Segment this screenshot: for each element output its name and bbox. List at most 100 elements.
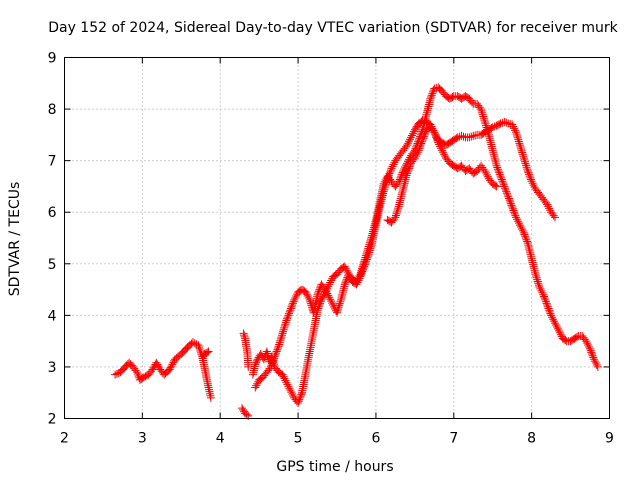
data-point	[267, 361, 276, 370]
data-point	[514, 219, 523, 228]
data-point	[296, 392, 305, 401]
plot-frame	[64, 57, 610, 419]
data-point	[325, 280, 334, 289]
data-point	[512, 128, 521, 137]
data-point	[418, 136, 427, 145]
data-point	[288, 390, 297, 399]
data-point	[277, 331, 286, 340]
data-point	[545, 204, 554, 213]
data-point	[358, 264, 367, 273]
data-point	[301, 288, 310, 297]
data-point	[287, 302, 296, 311]
data-point	[495, 120, 504, 129]
data-point	[475, 103, 484, 112]
data-point	[398, 168, 407, 177]
data-point	[306, 297, 315, 306]
data-point	[131, 366, 140, 375]
data-point	[491, 181, 500, 190]
data-point	[492, 161, 501, 170]
data-point	[294, 397, 303, 406]
data-point	[494, 166, 503, 175]
data-point	[272, 349, 281, 358]
data-point	[514, 137, 523, 146]
y-tick-label: 8	[48, 102, 57, 118]
data-point	[541, 297, 550, 306]
data-point	[148, 365, 157, 374]
data-point	[528, 179, 537, 188]
data-point	[275, 340, 284, 349]
data-point	[340, 280, 349, 289]
y-tick-label: 5	[48, 257, 57, 273]
data-point	[288, 301, 297, 310]
data-point	[432, 132, 441, 141]
data-point	[388, 162, 397, 171]
x-tick-label: 6	[371, 431, 380, 447]
data-point	[498, 177, 507, 186]
data-point	[533, 277, 542, 286]
data-point	[280, 374, 289, 383]
data-point	[327, 297, 336, 306]
data-point	[316, 297, 325, 306]
data-point	[356, 270, 365, 279]
data-point	[508, 120, 517, 129]
x-tick-label: 3	[138, 431, 147, 447]
data-point	[513, 133, 522, 142]
data-point	[165, 365, 174, 374]
data-point	[364, 244, 373, 253]
data-point	[523, 166, 532, 175]
data-point	[341, 264, 350, 273]
y-tick-label: 6	[48, 205, 57, 221]
data-point	[321, 285, 330, 294]
x-tick-label: 2	[60, 431, 69, 447]
data-point	[405, 162, 414, 171]
data-point	[481, 168, 490, 177]
data-point	[280, 322, 289, 331]
y-tick-label: 7	[48, 154, 57, 170]
data-point	[499, 180, 508, 189]
x-tick-label: 8	[527, 431, 536, 447]
data-point	[284, 382, 293, 391]
data-point	[362, 249, 371, 258]
data-point	[272, 347, 281, 356]
data-point	[405, 164, 414, 173]
data-markers	[111, 83, 602, 420]
data-point	[204, 347, 213, 356]
data-point	[522, 235, 531, 244]
y-tick-label: 2	[48, 412, 57, 428]
data-point	[515, 141, 524, 150]
data-point	[386, 167, 395, 176]
data-point	[509, 206, 518, 215]
data-point	[278, 370, 287, 379]
data-point	[506, 197, 515, 206]
data-point	[314, 287, 323, 296]
data-point	[154, 362, 163, 371]
data-point	[522, 161, 531, 170]
data-point	[313, 290, 322, 299]
data-point	[551, 321, 560, 330]
data-point	[505, 196, 514, 205]
data-point	[358, 262, 367, 271]
data-point	[354, 273, 363, 282]
data-point	[500, 182, 509, 191]
data-point	[426, 94, 435, 103]
data-point	[287, 388, 296, 397]
data-point	[413, 148, 422, 157]
data-point	[459, 132, 468, 141]
data-point	[277, 333, 286, 342]
data-point	[471, 131, 480, 140]
data-point	[286, 306, 295, 315]
data-point	[428, 89, 437, 98]
data-point	[496, 172, 505, 181]
data-point	[526, 175, 535, 184]
data-point	[551, 319, 559, 328]
data-point	[417, 137, 426, 146]
data-point	[278, 329, 287, 338]
data-point	[239, 329, 248, 338]
data-point	[525, 172, 534, 181]
x-tick-label: 9	[605, 431, 614, 447]
data-point	[499, 178, 508, 187]
data-point	[586, 344, 595, 353]
data-point	[439, 148, 448, 157]
data-point	[512, 213, 521, 222]
data-point	[510, 209, 519, 218]
